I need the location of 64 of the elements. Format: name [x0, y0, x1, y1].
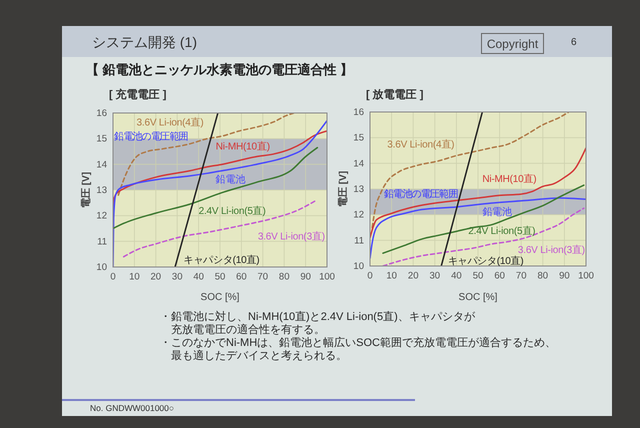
series-label: 3.6V Li-ion(3直)	[518, 244, 585, 256]
x-tick-label: 70	[516, 270, 526, 282]
x-tick-label: 30	[430, 270, 440, 282]
series-label: 鉛電池	[216, 174, 246, 186]
x-tick-label: 40	[193, 272, 204, 283]
series-label: 3.6V Li-ion(3直)	[258, 230, 325, 243]
text: ・鉛電池に対し、Ni-MH(10直)と2.4V Li-ion(5直)、キャパシタが充放電電圧の適合性を有する。	[160, 311, 476, 336]
x-tick-label: 90	[300, 272, 311, 283]
y-tick-label: 11	[354, 235, 364, 246]
y-tick-label: 12	[96, 210, 107, 222]
x-tick-label: 100	[319, 272, 335, 283]
y-tick-label: 14	[353, 158, 364, 170]
y-axis-title: 電圧 [V]	[80, 172, 92, 208]
series-label: 鉛電池	[482, 206, 512, 218]
band-label: 鉛電池の電圧範囲	[384, 188, 458, 200]
text: 6	[571, 37, 577, 49]
y-axis-title: 電圧 [V]	[337, 170, 349, 208]
y-tick-label: 15	[353, 132, 364, 144]
y-tick-label: 13	[353, 184, 364, 196]
y-tick-label: 14	[96, 159, 107, 170]
text: ・このなかでNi-MHは、鉛電池と幅広いSOC範囲で充放電電圧が適合するため、最も適したデバイスと考えられる。	[160, 337, 557, 363]
series-label: Ni-MH(10直)	[216, 140, 270, 152]
series-label: キャパシタ(10直)	[448, 254, 524, 267]
x-tick-label: 20	[408, 270, 418, 282]
x-tick-label: 60	[236, 272, 247, 283]
x-tick-label: 80	[538, 270, 548, 282]
text: システム開発 (1)	[92, 34, 197, 51]
y-tick-label: 13	[96, 185, 107, 196]
x-tick-label: 80	[278, 272, 290, 283]
x-tick-label: 90	[559, 270, 570, 282]
x-tick-label: 0	[110, 272, 116, 283]
x-tick-label: 70	[258, 272, 268, 283]
y-tick-label: 16	[96, 108, 107, 120]
x-tick-label: 50	[472, 270, 484, 282]
x-tick-label: 30	[172, 272, 182, 283]
chart-title: [ 充電電圧 ]	[109, 88, 167, 101]
x-tick-label: 50	[214, 272, 226, 283]
text: 【 鉛電池とニッケル水素電池の電圧適合性 】	[86, 62, 354, 78]
series-label: 3.6V Li-ion(4直)	[387, 138, 454, 151]
line-series	[382, 184, 585, 254]
y-tick-label: 11	[97, 236, 107, 248]
x-tick-label: 40	[451, 270, 462, 282]
band-label: 鉛電池の電圧範囲	[114, 130, 188, 143]
x-axis-title: SOC [%]	[200, 292, 240, 303]
x-tick-label: 60	[494, 270, 505, 282]
text: No. GNDWW001000○	[90, 403, 174, 414]
x-tick-label: 100	[578, 270, 594, 282]
series-label: 3.6V Li-ion(4直)	[136, 116, 204, 129]
line-series	[382, 208, 585, 266]
y-tick-label: 10	[353, 261, 364, 272]
x-tick-label: 0	[367, 270, 373, 282]
series-label: Ni-MH(10直)	[482, 173, 536, 186]
y-tick-label: 15	[96, 134, 107, 145]
x-tick-label: 10	[129, 272, 140, 283]
chart-title: [ 放電電圧 ]	[366, 88, 424, 101]
y-tick-label: 12	[353, 210, 364, 221]
text: Copyright	[481, 33, 544, 54]
y-tick-label: 10	[96, 262, 107, 274]
x-axis-title: SOC [%]	[458, 292, 498, 303]
y-tick-label: 16	[353, 107, 364, 118]
series-label: キャパシタ(10直)	[184, 254, 260, 266]
x-tick-label: 10	[386, 270, 397, 282]
x-tick-label: 20	[150, 272, 162, 283]
series-label: 2.4V Li-ion(5直)	[198, 204, 266, 217]
